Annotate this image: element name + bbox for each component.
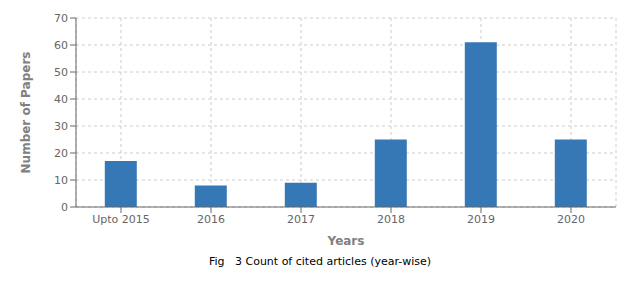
svg-text:70: 70: [54, 12, 68, 25]
svg-text:Upto 2015: Upto 2015: [92, 213, 150, 226]
svg-text:0: 0: [61, 201, 68, 214]
svg-text:2018: 2018: [377, 213, 405, 226]
svg-text:50: 50: [54, 66, 68, 79]
svg-text:60: 60: [54, 39, 68, 52]
svg-text:Number of Papers: Number of Papers: [19, 52, 33, 174]
svg-text:2016: 2016: [197, 213, 225, 226]
svg-text:2017: 2017: [287, 213, 315, 226]
svg-text:40: 40: [54, 93, 68, 106]
svg-text:20: 20: [54, 147, 68, 160]
svg-text:10: 10: [54, 174, 68, 187]
html-text:Fig 3 Count of cited articles: Fig 3 Count of cited articles (year-wise…: [208, 255, 432, 268]
svg-text:30: 30: [54, 120, 68, 133]
svg-text:2019: 2019: [467, 213, 495, 226]
svg-text:2020: 2020: [557, 213, 585, 226]
svg-text:Years: Years: [327, 234, 365, 248]
